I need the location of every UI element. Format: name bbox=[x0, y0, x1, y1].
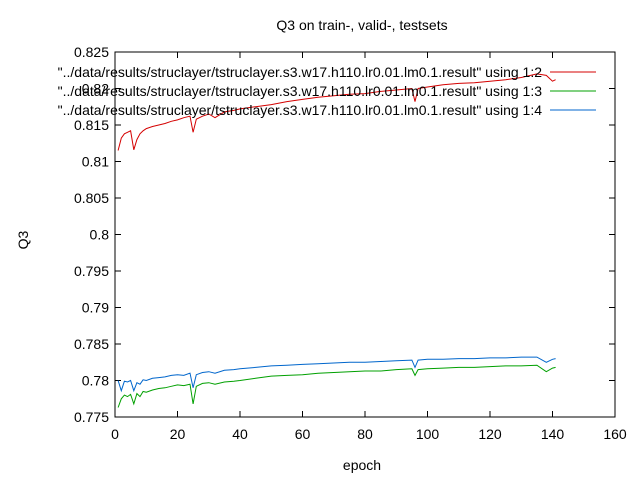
legend: "../data/results/struclayer/tstruclayer.… bbox=[58, 64, 596, 118]
y-tick-label: 0.825 bbox=[74, 44, 109, 60]
x-tick-label: 140 bbox=[541, 426, 565, 442]
series-line-3 bbox=[117, 356, 556, 393]
legend-label: "../data/results/struclayer/tstruclayer.… bbox=[58, 83, 543, 99]
x-tick-label: 40 bbox=[232, 426, 248, 442]
chart-title: Q3 on train-, valid-, testsets bbox=[276, 17, 447, 33]
y-tick-label: 0.78 bbox=[82, 373, 109, 389]
y-tick-label: 0.79 bbox=[82, 300, 109, 316]
y-tick-label: 0.815 bbox=[74, 117, 109, 133]
y-tick-label: 0.795 bbox=[74, 263, 109, 279]
y-tick-label: 0.775 bbox=[74, 409, 109, 425]
x-axis-label: epoch bbox=[343, 457, 381, 473]
y-axis-label: Q3 bbox=[15, 230, 31, 249]
x-tick-label: 20 bbox=[170, 426, 186, 442]
x-tick-label: 0 bbox=[111, 426, 119, 442]
series-lines bbox=[117, 73, 556, 408]
x-tick-label: 80 bbox=[357, 426, 373, 442]
x-tick-label: 100 bbox=[416, 426, 440, 442]
y-tick-label: 0.805 bbox=[74, 190, 109, 206]
y-tick-label: 0.81 bbox=[82, 154, 109, 170]
series-line-1 bbox=[117, 73, 556, 151]
x-tick-label: 120 bbox=[478, 426, 502, 442]
y-tick-label: 0.82 bbox=[82, 81, 109, 97]
axis-ticks: 0 20 40 60 80 100 120 140 160 0.775 0.78 0.785 0.79 0… bbox=[74, 44, 627, 442]
y-tick-label: 0.785 bbox=[74, 336, 109, 352]
series-line-2 bbox=[117, 364, 556, 408]
legend-label: "../data/results/struclayer/tstruclayer.… bbox=[58, 102, 543, 118]
x-tick-label: 160 bbox=[603, 426, 627, 442]
x-tick-label: 60 bbox=[295, 426, 311, 442]
legend-label: "../data/results/struclayer/tstruclayer.… bbox=[58, 64, 543, 80]
y-tick-label: 0.8 bbox=[90, 227, 110, 243]
